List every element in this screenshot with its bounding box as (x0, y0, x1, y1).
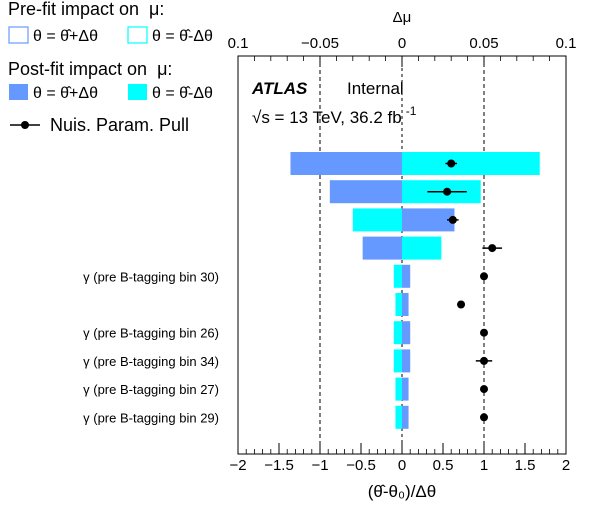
prefit-legend-title: Pre-fit impact on μ: (8, 0, 164, 19)
prefit-up-swatch (8, 26, 29, 44)
postfit-legend-title: Post-fit impact on μ: (8, 59, 172, 79)
pull-marker (480, 328, 488, 337)
category-label: γ (pre B-tagging bin 29) (83, 410, 219, 425)
category-label: γ (pre B-tagging bin 27) (83, 382, 219, 397)
postfit-up-label: θ = θ̂+Δθ (33, 85, 98, 102)
bottom-tick-label: −2 (229, 457, 246, 474)
bottom-tick-label: −1.5 (264, 457, 294, 474)
category-label: γ (pre B-tagging bin 26) (83, 326, 219, 341)
top-tick-label: 0.1 (556, 35, 577, 52)
impact-up-bar (402, 293, 409, 316)
impact-up-bar (402, 321, 411, 345)
atlas-label: ATLAS (251, 79, 308, 98)
top-tick-label: 0 (398, 35, 406, 52)
impact-down-bar (395, 405, 402, 429)
x-axis-label: (θ̂-θ₀)/Δθ (368, 482, 436, 501)
bottom-tick-label: 1.5 (515, 457, 536, 474)
pull-marker (448, 215, 457, 224)
pull-legend-marker (21, 121, 29, 129)
impact-up-bar (402, 377, 409, 401)
impact-up-bar (362, 236, 402, 260)
pull-marker (488, 244, 497, 253)
prefit-down-label: θ = θ̂-Δθ (152, 28, 213, 45)
bottom-tick-label: 2 (562, 457, 570, 474)
top-tick-label: 0.1 (228, 35, 249, 52)
impact-down-bar (352, 208, 402, 232)
bottom-tick-label: 0 (398, 457, 406, 474)
impact-down-bar (402, 236, 442, 260)
impact-up-bar (329, 180, 402, 204)
pull-marker (480, 413, 488, 422)
pull-marker (480, 272, 488, 281)
impact-down-bar (395, 293, 402, 316)
legend: Pre-fit impact on μ: θ = θ̂+Δθ θ = θ̂-Δθ … (8, 0, 213, 135)
bottom-tick-label: 0.5 (433, 457, 454, 474)
top-tick-label: −0.05 (301, 35, 339, 52)
pull-markers (427, 159, 503, 422)
impact-down-bar (393, 349, 402, 373)
top-tick-label: 0.05 (469, 35, 498, 52)
pull-marker (447, 159, 456, 168)
category-labels: γ (pre B-tagging bin 30) γ (pre B-tagging… (83, 269, 219, 425)
prefit-down-swatch (127, 26, 148, 44)
internal-label: Internal (347, 79, 404, 98)
impact-down-bar (393, 264, 402, 288)
postfit-down-label: θ = θ̂-Δθ (152, 85, 213, 102)
pull-marker (480, 385, 488, 394)
impact-down-bar (395, 377, 402, 401)
pull-legend-label: Nuis. Param. Pull (50, 115, 189, 135)
impact-up-bar (402, 264, 411, 288)
category-label: γ (pre B-tagging bin 30) (83, 269, 219, 284)
category-label: γ (pre B-tagging bin 34) (83, 354, 219, 369)
impact-up-bar (402, 208, 455, 232)
top-axis: 0.1 −0.05 0 0.05 0.1 (228, 35, 577, 67)
pull-marker (443, 187, 452, 196)
impact-up-bar (402, 349, 411, 373)
bottom-tick-label: −0.5 (346, 457, 376, 474)
top-axis-label: Δμ (393, 9, 412, 26)
prefit-up-label: θ = θ̂+Δθ (33, 28, 98, 45)
bottom-tick-label: −1 (311, 457, 328, 474)
impact-down-bar (402, 152, 540, 175)
impact-up-bar (402, 405, 409, 429)
postfit-down-swatch (128, 84, 147, 100)
energy-lumi-label: √s = 13 TeV, 36.2 fb -1 (252, 104, 417, 127)
pull-marker (457, 300, 466, 309)
bottom-tick-label: 1 (480, 457, 488, 474)
pull-marker (480, 356, 488, 365)
bottom-axis: −2 −1.5 −1 −0.5 0 0.5 1 1.5 2 (229, 443, 570, 474)
impact-bars (290, 152, 540, 429)
impact-up-bar (290, 152, 402, 175)
impact-down-bar (393, 321, 402, 345)
postfit-up-swatch (9, 84, 28, 100)
